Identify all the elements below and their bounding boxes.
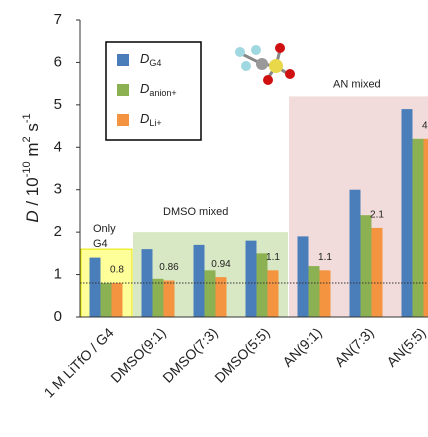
value-label: 2.1 [370,210,384,221]
bar [112,283,123,317]
value-label: 1.1 [266,252,280,263]
region-label: DMSO mixed [163,206,228,218]
bar [194,245,205,317]
bar [164,281,175,317]
bar [413,139,424,317]
legend-name: D [140,51,149,66]
value-label: 4.2 [422,120,428,131]
value-label: 0.94 [211,259,231,270]
x-tick-label: 1 M LiTfO / G4 [41,324,117,400]
region-label: AN mixed [333,78,381,90]
value-label: 1.1 [318,252,332,263]
bar [153,279,164,317]
y-tick-label: 4 [54,138,62,155]
legend-subscript: G4 [149,58,161,68]
chart: 0.80.860.941.11.12.14.2 D / 10-10 m2 s-1… [0,0,428,437]
region-label: Only [93,223,116,235]
molecule-icon [235,43,295,85]
bar [205,270,216,317]
bar [90,258,101,317]
y-tick-label: 1 [54,266,62,283]
y-label-part: / 10 [23,177,42,210]
legend-name: D [140,81,149,96]
legend-subscript: Li+ [149,118,161,128]
legend-subscript: anion+ [149,88,176,98]
y-tick-label: 3 [54,181,62,198]
legend-swatch [117,84,129,96]
legend-swatch [117,114,129,126]
y-label-part: -1 [21,113,33,123]
x-tick-label: AN(9:1) [279,324,324,369]
x-tick-label: AN(5:5) [383,324,428,369]
bar [320,270,331,317]
x-tick-label: DMSO(9:1) [107,324,168,385]
bar [424,139,428,317]
bar [246,241,257,317]
y-label-part: m [23,142,42,161]
y-tick-label: 7 [54,11,62,28]
y-tick-label: 6 [54,53,62,70]
y-tick-label: 0 [54,308,62,325]
y-label-part: -10 [21,161,33,177]
bar [402,109,413,317]
x-tick-label: AN(7:3) [331,324,376,369]
x-tick-label: DMSO(5:5) [211,324,272,385]
bar [268,270,279,317]
bar [298,236,309,317]
y-label-part: D [23,210,42,222]
bar [309,266,320,317]
y-axis-label: D / 10-10 m2 s-1 [21,113,43,222]
bar [361,215,372,317]
bar [101,283,112,317]
bar [372,228,383,317]
y-tick-label: 5 [54,96,62,113]
legend-name: D [140,111,149,126]
value-label: 0.86 [159,262,179,273]
value-label: 0.8 [110,265,124,276]
bar [350,190,361,317]
region-label: G4 [93,238,108,250]
x-tick-label: DMSO(7:3) [159,324,220,385]
y-tick-label: 2 [54,223,62,240]
legend-swatch [117,54,129,66]
y-label-part: s [23,123,42,136]
